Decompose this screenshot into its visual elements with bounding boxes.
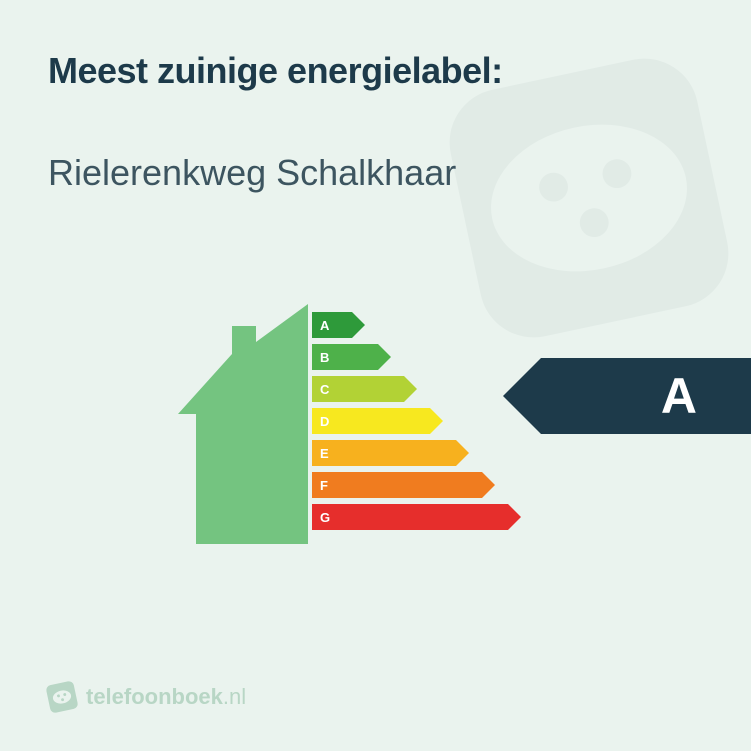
energy-bar-b: B xyxy=(312,344,508,370)
energy-bars: ABCDEFG xyxy=(312,304,508,530)
bar-arrowhead xyxy=(456,440,469,466)
energy-bar-d: D xyxy=(312,408,508,434)
energy-bar-shape: E xyxy=(312,440,456,466)
energy-bar-shape: C xyxy=(312,376,404,402)
energy-bar-shape: A xyxy=(312,312,352,338)
energy-label-card: Meest zuinige energielabel: Rielerenkweg… xyxy=(0,0,751,751)
bar-arrowhead xyxy=(352,312,365,338)
energy-bar-shape: D xyxy=(312,408,430,434)
brand-text: telefoonboek.nl xyxy=(86,684,246,710)
energy-bar-f: F xyxy=(312,472,508,498)
result-letter: A xyxy=(661,367,697,425)
result-badge: A xyxy=(541,358,751,434)
energy-bar-c: C xyxy=(312,376,508,402)
energy-bar-shape: B xyxy=(312,344,378,370)
bar-arrowhead xyxy=(508,504,521,530)
energy-bar-shape: F xyxy=(312,472,482,498)
result-badge-arrow xyxy=(503,358,541,434)
house-icon xyxy=(178,304,308,544)
energy-bar-shape: G xyxy=(312,504,508,530)
bar-arrowhead xyxy=(378,344,391,370)
energy-bar-e: E xyxy=(312,440,508,466)
brand-icon xyxy=(45,680,78,713)
location-subtitle: Rielerenkweg Schalkhaar xyxy=(48,152,703,194)
brand-thin: .nl xyxy=(223,684,246,709)
footer-brand: telefoonboek.nl xyxy=(48,683,246,711)
energy-bar-a: A xyxy=(312,312,508,338)
energy-bar-g: G xyxy=(312,504,508,530)
bar-arrowhead xyxy=(482,472,495,498)
page-title: Meest zuinige energielabel: xyxy=(48,50,703,92)
brand-bold: telefoonboek xyxy=(86,684,223,709)
bar-arrowhead xyxy=(404,376,417,402)
bar-arrowhead xyxy=(430,408,443,434)
